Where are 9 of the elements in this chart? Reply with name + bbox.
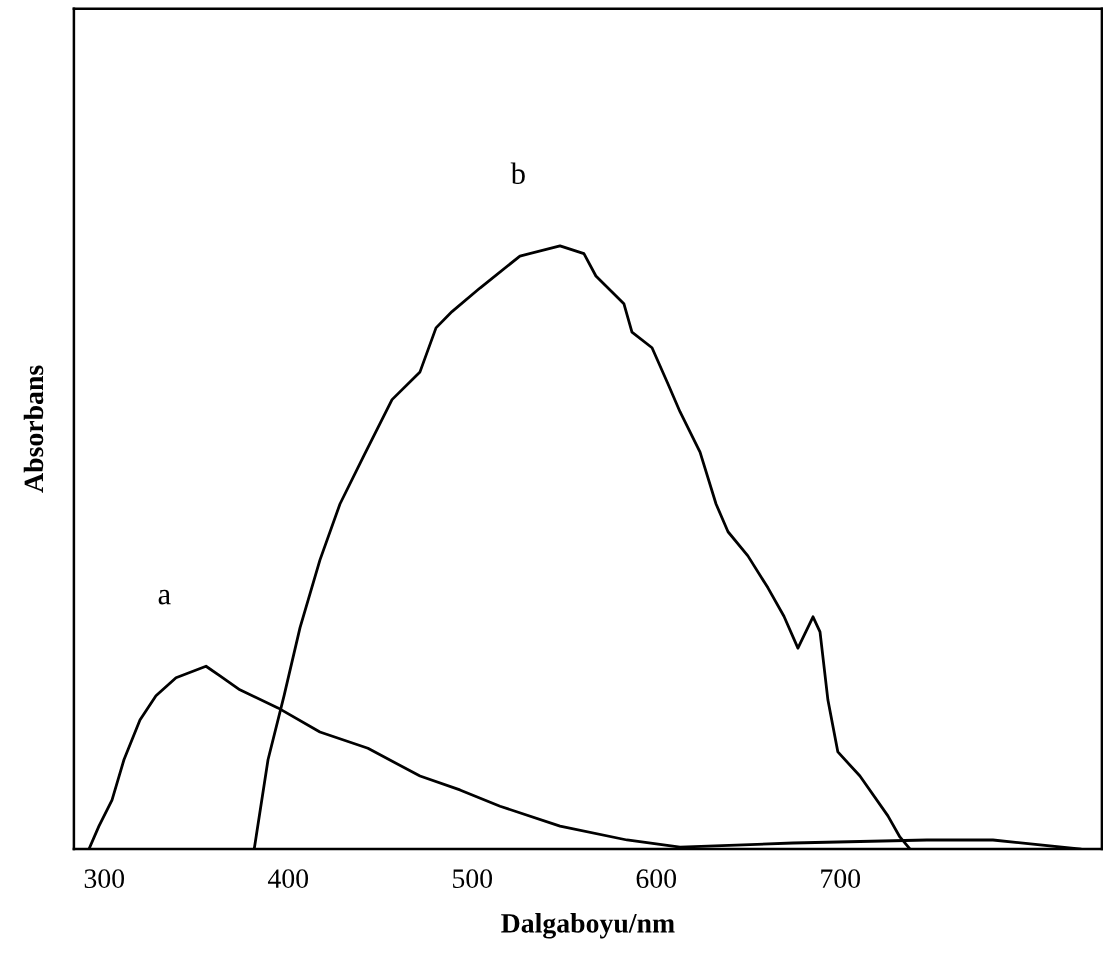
x-tick-label: 600 <box>636 869 677 889</box>
text: b <box>510 162 525 185</box>
x-tick-label: 700 <box>821 869 861 889</box>
x-axis-title: Dalgaboyu/nm <box>501 913 675 939</box>
x-tick-label: 500 <box>453 869 493 889</box>
x-tick-label: 400 <box>267 869 309 889</box>
x-tick-label: 300 <box>84 869 125 889</box>
y-axis-title: Absorbans <box>23 365 44 493</box>
text: a <box>158 589 171 605</box>
